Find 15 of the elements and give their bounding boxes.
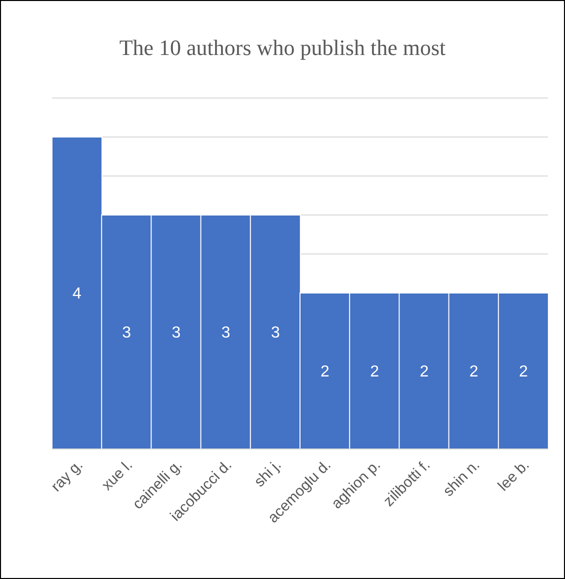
data-label: 3 (221, 324, 230, 342)
x-tick-label: lee b. (494, 456, 533, 495)
x-tick-label: ray g. (48, 456, 86, 496)
data-label: 2 (320, 364, 330, 381)
data-label: 3 (270, 324, 280, 342)
data-label: 2 (518, 364, 528, 381)
x-tick-label: xue l. (98, 456, 136, 494)
chart-title: The 10 authors who publish the most (118, 35, 447, 61)
data-label: 3 (172, 324, 181, 342)
data-label: 2 (469, 364, 478, 381)
data-label: 2 (370, 364, 380, 381)
data-label: 2 (420, 364, 429, 381)
data-label: 4 (72, 286, 82, 303)
x-tick-label: shin n. (440, 456, 484, 500)
data-label: 3 (122, 324, 132, 342)
